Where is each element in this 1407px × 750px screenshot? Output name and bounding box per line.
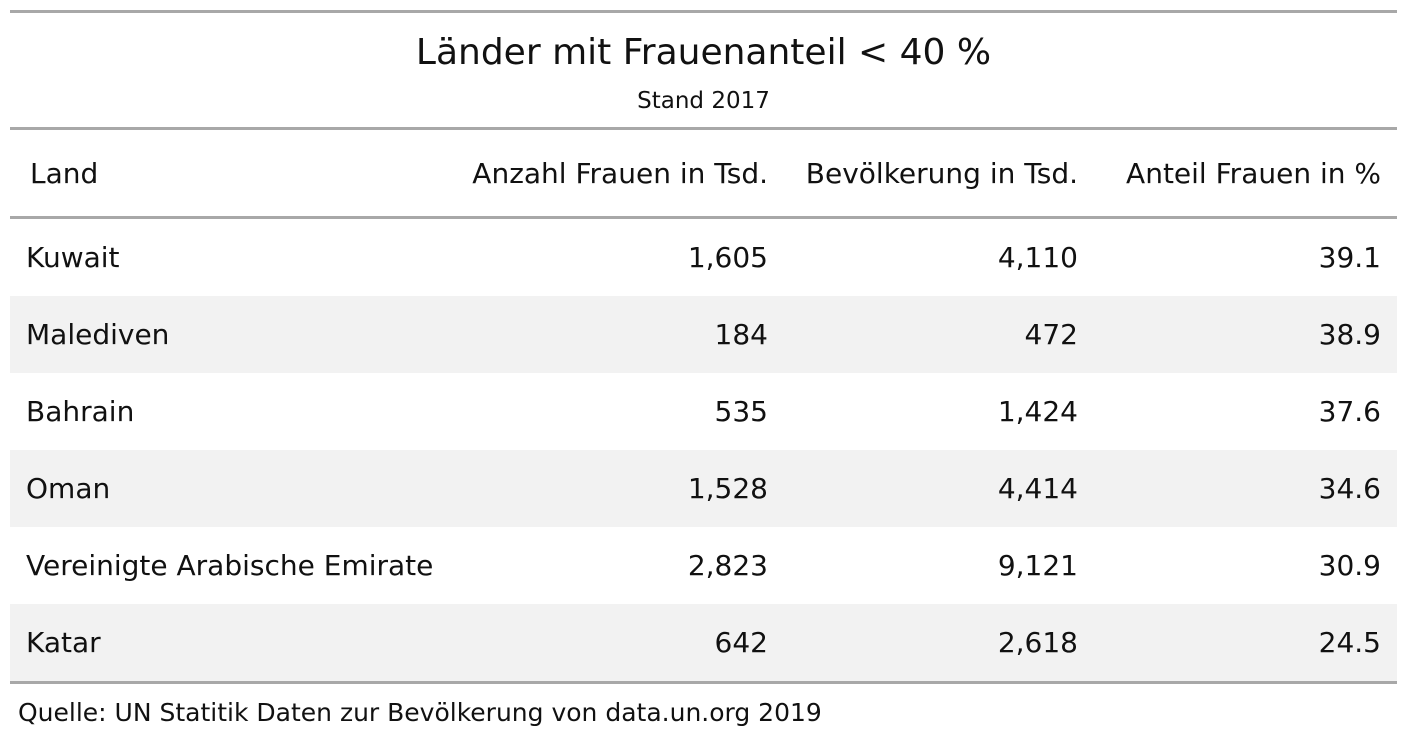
table-row: Bahrain 535 1,424 37.6: [10, 373, 1397, 450]
column-header-anteil-frauen: Anteil Frauen in %: [1084, 130, 1397, 219]
table-title: Länder mit Frauenanteil < 40 %: [415, 32, 992, 73]
table-row: Oman 1,528 4,414 34.6: [10, 450, 1397, 527]
cell-anteil-frauen: 24.5: [1084, 604, 1397, 681]
table-figure: Länder mit Frauenanteil < 40 % Stand 201…: [10, 10, 1397, 684]
cell-bevoelkerung: 2,618: [771, 604, 1084, 681]
cell-bevoelkerung: 1,424: [997, 395, 1078, 428]
cell-anzahl-frauen: 535: [714, 395, 768, 428]
cell-anzahl-frauen: 1,528: [455, 450, 771, 527]
column-header-anzahl-frauen: Anzahl Frauen in Tsd.: [455, 130, 771, 219]
source-note: Quelle: UN Statitik Daten zur Bevölkerun…: [18, 698, 822, 727]
table-row: Malediven 184 472 38.9: [10, 296, 1397, 373]
cell-land: Katar: [10, 604, 455, 681]
cell-bevoelkerung: 472: [771, 296, 1084, 373]
cell-land: Vereinigte Arabische Emirate: [26, 549, 434, 582]
cell-bevoelkerung: 4,110: [997, 241, 1078, 274]
bottom-rule: [10, 681, 1397, 684]
cell-anzahl-frauen: 642: [455, 604, 771, 681]
title-block: Länder mit Frauenanteil < 40 % Stand 201…: [10, 13, 1397, 127]
cell-anteil-frauen: 37.6: [1318, 395, 1381, 428]
cell-bevoelkerung: 4,414: [771, 450, 1084, 527]
cell-anteil-frauen: 38.9: [1084, 296, 1397, 373]
cell-anzahl-frauen: 184: [455, 296, 771, 373]
cell-anzahl-frauen: 1,605: [687, 241, 768, 274]
cell-land: Malediven: [10, 296, 455, 373]
cell-anteil-frauen: 34.6: [1084, 450, 1397, 527]
column-header-land: Land: [10, 130, 455, 219]
top-rule: [10, 10, 1397, 13]
table-row: Vereinigte Arabische Emirate 2,823 9,121…: [10, 527, 1397, 604]
cell-land: Oman: [10, 450, 455, 527]
cell-bevoelkerung: 9,121: [997, 549, 1078, 582]
cell-land: Kuwait: [26, 241, 120, 274]
cell-anteil-frauen: 39.1: [1318, 241, 1381, 274]
column-header-bevoelkerung: Bevölkerung in Tsd.: [771, 130, 1084, 219]
data-table: Land Anzahl Frauen in Tsd. Bevölkerung i…: [10, 130, 1397, 681]
header-row: Land Anzahl Frauen in Tsd. Bevölkerung i…: [10, 130, 1397, 219]
header-top-rule: [10, 127, 1397, 130]
table-row: Kuwait 1,605 4,110 39.1: [10, 218, 1397, 297]
cell-land: Bahrain: [26, 395, 135, 428]
table-row: Katar 642 2,618 24.5: [10, 604, 1397, 681]
cell-anteil-frauen: 30.9: [1318, 549, 1381, 582]
table-subtitle: Stand 2017: [637, 88, 770, 114]
cell-anzahl-frauen: 2,823: [687, 549, 768, 582]
